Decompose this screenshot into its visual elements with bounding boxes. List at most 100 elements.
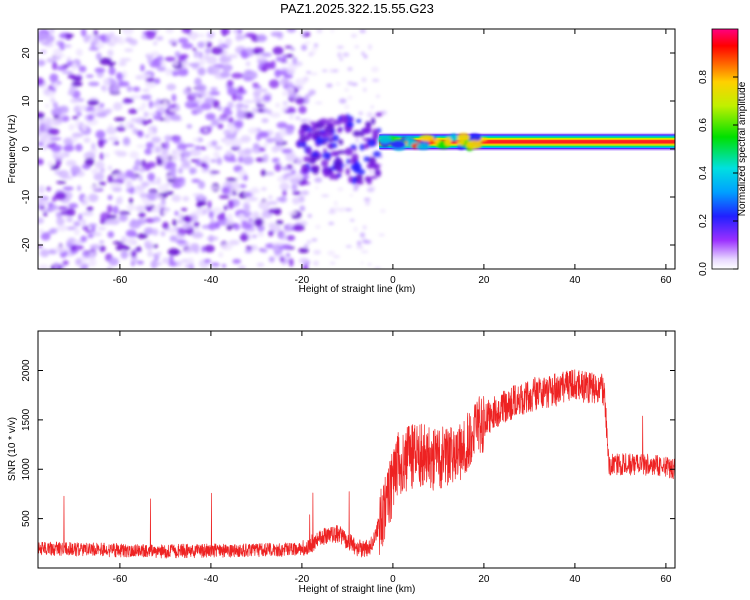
spectrogram-noise-blob xyxy=(275,56,283,62)
spectrogram-noise-blob xyxy=(218,252,224,258)
spectrogram-onset-blob xyxy=(404,137,414,142)
spectrogram-transition-blob xyxy=(299,139,306,143)
spectrogram-noise-blob xyxy=(69,98,80,104)
spectrogram-noise-blob xyxy=(307,213,312,218)
spectrogram-noise-blob xyxy=(279,182,290,191)
spectrogram-transition-blob xyxy=(338,168,344,173)
spectrogram-tone-layer xyxy=(379,140,675,144)
spectrogram-noise-blob xyxy=(347,66,353,72)
snr-x-tick-label: -60 xyxy=(113,574,128,585)
spectrogram-noise-blob xyxy=(329,69,334,73)
spectrogram-transition-blob xyxy=(311,124,317,133)
spectrogram-noise-blob xyxy=(165,68,172,76)
spectrogram-noise-blob xyxy=(152,216,161,223)
spectrogram-transition-blob xyxy=(309,121,317,126)
spectrogram-noise-blob xyxy=(217,105,223,112)
spectrogram-noise-blob xyxy=(97,138,105,148)
spectrogram-noise-blob xyxy=(109,218,120,225)
spectrogram-noise-blob xyxy=(75,143,83,152)
spectrogram-noise-blob xyxy=(191,231,204,239)
spectrogram-noise-blob xyxy=(233,185,240,193)
spectrogram-noise-blob xyxy=(237,265,246,269)
spectrogram-noise-blob xyxy=(264,171,275,176)
spectrogram-transition-blob xyxy=(321,167,330,175)
spectrogram-noise-blob xyxy=(44,103,50,108)
spectrogram-noise-blob xyxy=(63,250,69,256)
spectrogram-noise-blob xyxy=(221,264,227,268)
spectrogram-noise-blob xyxy=(40,208,47,213)
spectrogram-noise-blob xyxy=(347,81,354,86)
snr-y-tick-label: 2000 xyxy=(21,359,32,382)
spectrogram-noise-blob xyxy=(258,131,270,139)
spectrogram-noise-blob xyxy=(216,157,223,166)
spectrogram-noise-blob xyxy=(125,169,134,178)
spectrogram-noise-blob xyxy=(366,111,373,118)
spectrogram-noise-blob xyxy=(184,264,192,268)
spectrogram-noise-blob xyxy=(225,150,233,157)
spectrogram-noise-blob xyxy=(353,187,358,191)
spectrogram-noise-blob xyxy=(50,97,56,103)
spectrogram-transition-blob xyxy=(322,151,331,160)
spectrogram-noise-blob xyxy=(88,193,99,203)
spectrogram-noise-blob xyxy=(365,199,371,206)
spectrogram-transition-blob xyxy=(350,118,354,122)
spectrogram-noise-blob xyxy=(120,250,129,260)
spectrogram-noise-blob xyxy=(141,102,147,108)
spectrogram-noise-blob xyxy=(292,56,298,65)
spectrogram-noise-blob xyxy=(164,116,171,123)
spectrogram-noise-blob xyxy=(81,218,86,227)
spectrogram-noise-blob xyxy=(107,165,113,171)
snr-x-tick-label: -20 xyxy=(295,574,310,585)
spectrogram-noise-blob xyxy=(371,78,380,82)
spectrogram-noise-blob xyxy=(118,213,128,222)
snr-background xyxy=(38,331,675,568)
spectrogram-onset-blob xyxy=(378,135,392,144)
spectrogram-x-tick-label: 60 xyxy=(660,275,672,286)
spectrogram-noise-blob xyxy=(286,235,296,241)
spectrogram-noise-blob xyxy=(359,29,366,34)
spectrogram-noise-blob xyxy=(361,51,365,56)
spectrogram-transition-blob xyxy=(377,170,381,178)
spectrogram-y-label: Frequency (Hz) xyxy=(7,115,18,184)
spectrogram-noise-blob xyxy=(87,233,94,239)
colorbar-tick-label: 0.6 xyxy=(698,118,709,132)
spectrogram-noise-blob xyxy=(274,163,282,172)
spectrogram-noise-blob xyxy=(278,232,285,240)
spectrogram-noise-blob xyxy=(316,29,323,34)
spectrogram-onset-blob xyxy=(390,140,406,149)
spectrogram-noise-blob xyxy=(112,187,123,192)
spectrogram-noise-blob xyxy=(278,128,287,138)
spectrogram-noise-blob xyxy=(145,77,156,83)
spectrogram-noise-blob xyxy=(361,239,369,244)
spectrogram-onset-blob xyxy=(433,138,440,145)
spectrogram-noise-blob xyxy=(253,89,261,98)
spectrogram-noise-blob xyxy=(356,240,362,246)
spectrogram-onset-blob xyxy=(444,136,452,146)
spectrogram-noise-blob xyxy=(83,36,90,43)
spectrogram-onset-blob xyxy=(457,132,470,142)
spectrogram-noise-blob xyxy=(225,177,237,182)
spectrogram-noise-blob xyxy=(344,87,349,92)
spectrogram-noise-blob xyxy=(279,256,285,263)
spectrogram-noise-blob xyxy=(237,94,244,102)
spectrogram-noise-blob xyxy=(237,86,244,93)
spectrogram-noise-blob xyxy=(38,228,45,234)
spectrogram-transition-blob xyxy=(315,136,324,146)
spectrogram-noise-blob xyxy=(165,175,174,179)
spectrogram-noise-blob xyxy=(38,77,45,86)
snr-x-tick-label: 60 xyxy=(660,574,672,585)
spectrogram-noise-blob xyxy=(157,203,166,208)
spectrogram-noise-blob xyxy=(81,123,88,132)
colorbar: 0.0 0.2 0.4 0.6 0.8 Normalized spectral ampl… xyxy=(698,28,748,276)
spectrogram-noise-blob xyxy=(275,102,281,108)
spectrogram-noise-blob xyxy=(376,94,380,98)
spectrogram-noise-blob xyxy=(256,231,265,238)
spectrogram-noise-blob xyxy=(211,262,220,267)
snr-y-tick-label: 1000 xyxy=(21,458,32,481)
spectrogram-noise-blob xyxy=(116,72,123,80)
spectrogram-noise-blob xyxy=(83,252,92,258)
spectrogram-noise-blob xyxy=(261,211,273,219)
spectrogram-noise-blob xyxy=(58,115,63,124)
spectrogram-noise-blob xyxy=(209,66,221,73)
spectrogram-noise-blob xyxy=(93,172,105,181)
